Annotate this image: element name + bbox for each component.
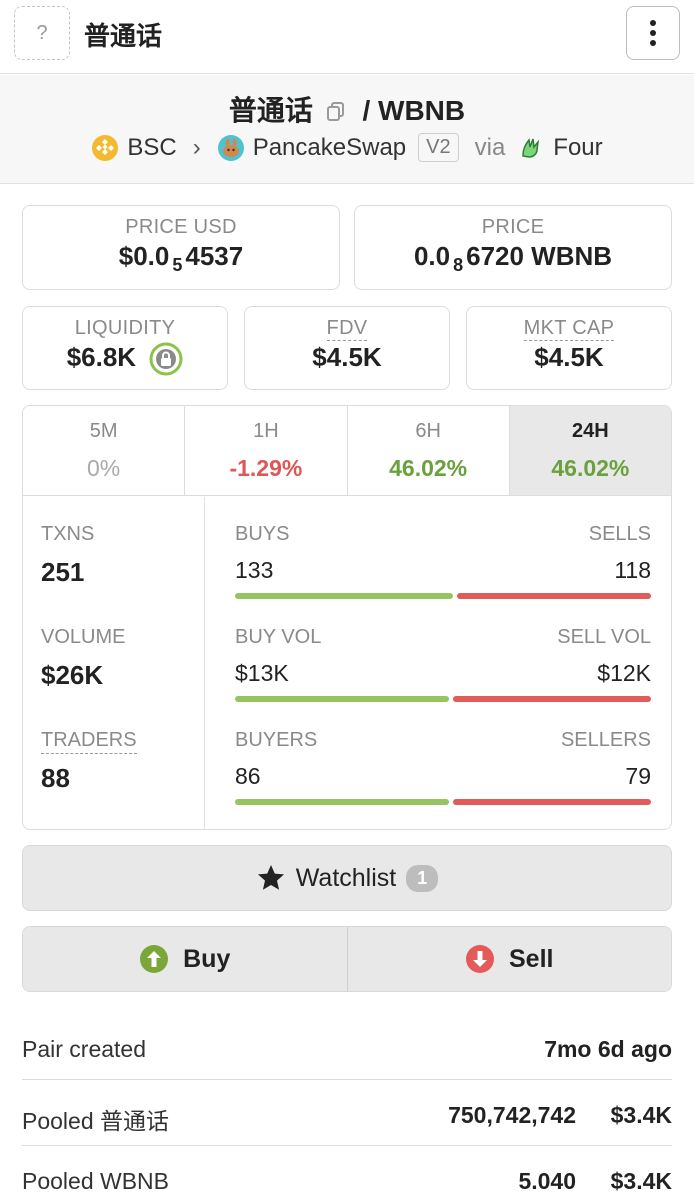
sellers-value: 79 <box>625 763 651 789</box>
arrow-down-circle-icon <box>466 945 494 973</box>
price-native-value: 0.0 8 6720 WBNB <box>413 241 613 275</box>
pooled-base-usd: $3.4K <box>610 1102 672 1128</box>
buy-volume-value: $13K <box>235 660 289 686</box>
buy-volume-label: BUY VOL <box>235 626 322 648</box>
pooled-quote-label: Pooled WBNB <box>22 1168 170 1194</box>
buy-button[interactable]: Buy <box>23 927 348 991</box>
pooled-quote-usd: $3.4K <box>610 1168 672 1194</box>
volume-label: VOLUME <box>41 626 126 648</box>
pair-quote-token: WBNB <box>378 95 466 126</box>
price-usd-card: PRICE USD $0.0 5 4537 <box>22 205 340 290</box>
price-usd-label: PRICE USD <box>125 216 237 238</box>
stats-panel: 5M 0% 1H -1.29% 6H 46.02% 24H 46.02% TXN… <box>22 405 672 830</box>
fdv-card: FDV $4.5K <box>244 306 450 390</box>
buys-value: 133 <box>235 557 274 583</box>
sell-volume-label: SELL VOL <box>557 626 651 648</box>
volume-row: BUY VOL SELL VOL $13K $12K <box>235 626 651 716</box>
dex-version-badge: V2 <box>418 133 459 162</box>
more-menu-button[interactable] <box>626 6 680 60</box>
more-vertical-icon <box>650 20 656 26</box>
pair-created-row: Pair created 7mo 6d ago <box>22 1014 672 1080</box>
market-cap-label[interactable]: MKT CAP <box>523 317 615 341</box>
sells-label: SELLS <box>588 523 651 545</box>
liquidity-value: $6.8K <box>23 342 227 376</box>
fdv-value: $4.5K <box>312 342 382 372</box>
pair-created-value: 7mo 6d ago <box>544 1036 672 1062</box>
pancakeswap-icon <box>217 134 244 161</box>
buyers-label: BUYERS <box>235 729 318 751</box>
liquidity-card: LIQUIDITY $6.8K <box>22 306 228 390</box>
token-image-placeholder[interactable]: ? <box>14 6 70 60</box>
buys-label: BUYS <box>235 523 290 545</box>
sells-value: 118 <box>614 557 651 583</box>
pooled-base-amount: 750,742,742 <box>448 1102 576 1128</box>
pair-base-token: 普通话 <box>228 95 313 126</box>
tab-24h[interactable]: 24H 46.02% <box>509 406 671 495</box>
token-name: 普通话 <box>84 21 163 51</box>
star-icon <box>257 865 284 890</box>
dex-link[interactable]: PancakeSwap <box>252 133 407 161</box>
watchlist-label: Watchlist <box>295 863 397 892</box>
pooled-base-label: Pooled 普通话 <box>22 1108 170 1134</box>
buys-bar <box>235 593 454 599</box>
sellers-label: SELLERS <box>560 729 651 751</box>
trade-buttons: Buy Sell <box>22 926 672 992</box>
chevron-right-icon: › <box>192 133 201 161</box>
pooled-quote-row: Pooled WBNB 5.040 $3.4K <box>22 1146 672 1200</box>
buyers-sellers-row: BUYERS SELLERS 86 79 <box>235 729 651 819</box>
market-cap-value: $4.5K <box>534 342 604 372</box>
buy-volume-bar <box>235 696 450 702</box>
pair-separator: / <box>362 95 371 126</box>
sell-volume-bar <box>453 696 651 702</box>
bsc-chain-icon <box>92 134 119 161</box>
fdv-label[interactable]: FDV <box>326 317 368 341</box>
txns-value: 251 <box>41 557 85 587</box>
top-bar: ? 普通话 <box>0 0 694 74</box>
pair-source: BSC › PancakeSwap V2 via Four <box>0 133 694 162</box>
liquidity-label: LIQUIDITY <box>74 317 176 339</box>
tab-6h[interactable]: 6H 46.02% <box>348 406 510 495</box>
launchpad-link[interactable]: Four <box>553 133 603 161</box>
pair-created-label: Pair created <box>22 1036 147 1062</box>
pair-title: 普通话 / WBNB <box>0 89 694 129</box>
watchlist-count-badge: 1 <box>406 864 439 892</box>
timeframe-tabs: 5M 0% 1H -1.29% 6H 46.02% 24H 46.02% <box>23 406 671 496</box>
liquidity-lock-icon[interactable] <box>149 342 183 376</box>
buyers-value: 86 <box>235 763 261 789</box>
sell-volume-value: $12K <box>597 660 651 686</box>
txns-label: TXNS <box>41 523 95 545</box>
via-label: via <box>474 133 506 161</box>
pair-header: 普通话 / WBNB BSC › PancakeSwap V2 via Four <box>0 75 694 184</box>
buyers-bar <box>235 799 450 805</box>
copy-icon[interactable] <box>325 100 347 122</box>
sellers-bar <box>453 799 651 805</box>
traders-value: 88 <box>41 763 70 793</box>
activity-summary: TXNS 251 VOLUME $26K TRADERS 88 <box>23 497 205 829</box>
tab-1h[interactable]: 1H -1.29% <box>185 406 348 495</box>
price-native-label: PRICE <box>481 216 545 238</box>
four-launchpad-icon <box>522 137 540 158</box>
buys-sells-row: BUYS SELLS 133 118 <box>235 523 651 613</box>
arrow-up-circle-icon <box>140 945 169 973</box>
pooled-base-row: Pooled 普通话 750,742,742 $3.4K <box>22 1080 672 1146</box>
price-native-card: PRICE 0.0 8 6720 WBNB <box>354 205 672 290</box>
buy-label: Buy <box>183 944 231 973</box>
sell-button[interactable]: Sell <box>347 927 671 991</box>
watchlist-button[interactable]: Watchlist 1 <box>22 845 672 911</box>
sell-label: Sell <box>509 944 554 973</box>
activity-breakdown: BUYS SELLS 133 118 BUY VOL SELL VOL $13K… <box>205 497 671 829</box>
market-cap-card: MKT CAP $4.5K <box>466 306 672 390</box>
traders-label[interactable]: TRADERS <box>41 729 137 754</box>
volume-value: $26K <box>41 660 104 690</box>
sells-bar <box>457 593 651 599</box>
tab-5m[interactable]: 5M 0% <box>23 406 186 495</box>
pooled-quote-amount: 5.040 <box>518 1168 576 1194</box>
chain-link[interactable]: BSC <box>127 133 177 161</box>
price-usd-value: $0.0 5 4537 <box>118 241 244 275</box>
